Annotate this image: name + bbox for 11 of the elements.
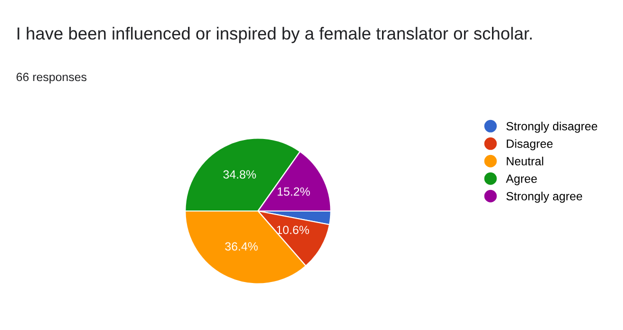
data-label: 34.8% — [223, 170, 256, 179]
chart-title: I have been influenced or inspired by a female translator or scholar. — [18, 26, 532, 44]
legend-label: Agree — [506, 174, 537, 186]
text: 66 responses — [16, 72, 86, 84]
legend-label: Strongly agree — [506, 192, 582, 203]
data-label: 15.2% — [278, 187, 310, 196]
legend-label: Disagree — [506, 139, 553, 150]
legend-label: Strongly disagree — [506, 122, 598, 133]
legend-label: Neutral — [506, 156, 544, 166]
data-label: 10.6% — [276, 226, 310, 234]
data-label: 36.4% — [225, 242, 258, 251]
